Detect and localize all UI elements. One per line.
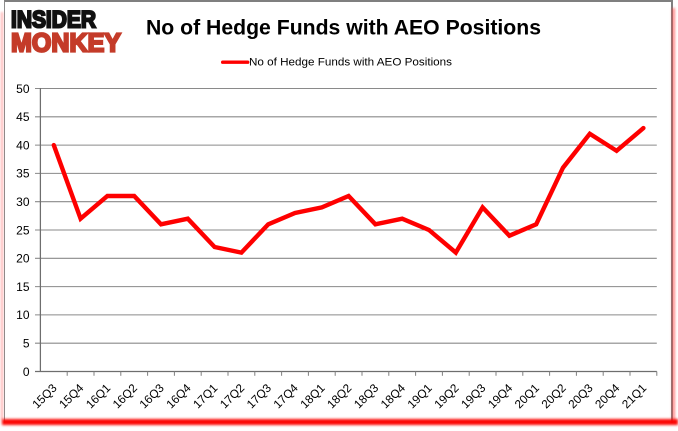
svg-text:5: 5: [23, 337, 30, 351]
svg-text:19Q4: 19Q4: [485, 381, 516, 412]
svg-text:No of Hedge Funds with AEO Pos: No of Hedge Funds with AEO Positions: [249, 57, 453, 69]
svg-text:17Q4: 17Q4: [271, 381, 302, 412]
svg-text:No of Hedge Funds with AEO Pos: No of Hedge Funds with AEO Positions: [146, 15, 541, 39]
svg-text:16Q4: 16Q4: [163, 381, 194, 412]
svg-text:MONKEY: MONKEY: [11, 28, 121, 58]
svg-text:35: 35: [16, 167, 30, 181]
svg-text:17Q1: 17Q1: [190, 381, 220, 411]
svg-text:15: 15: [16, 280, 30, 294]
svg-text:18Q3: 18Q3: [351, 381, 382, 412]
svg-text:20Q2: 20Q2: [539, 381, 569, 411]
svg-text:16Q2: 16Q2: [110, 381, 140, 411]
svg-text:20: 20: [16, 252, 30, 266]
svg-text:45: 45: [16, 110, 30, 124]
svg-text:50: 50: [16, 82, 30, 96]
svg-text:18Q2: 18Q2: [324, 381, 354, 411]
svg-text:30: 30: [16, 195, 30, 209]
svg-text:19Q3: 19Q3: [458, 381, 489, 412]
svg-text:18Q1: 18Q1: [297, 381, 327, 411]
svg-text:18Q4: 18Q4: [378, 381, 409, 412]
svg-text:20Q3: 20Q3: [565, 381, 596, 412]
svg-text:INSIDER: INSIDER: [11, 7, 96, 34]
svg-text:19Q2: 19Q2: [431, 381, 461, 411]
svg-text:17Q3: 17Q3: [244, 381, 275, 412]
svg-text:16Q1: 16Q1: [83, 381, 113, 411]
svg-text:25: 25: [16, 223, 30, 237]
svg-text:40: 40: [16, 138, 30, 152]
svg-text:19Q1: 19Q1: [405, 381, 435, 411]
svg-text:15Q4: 15Q4: [56, 381, 87, 412]
svg-text:20Q4: 20Q4: [592, 381, 623, 412]
svg-text:10: 10: [16, 308, 30, 322]
svg-text:17Q2: 17Q2: [217, 381, 247, 411]
svg-text:16Q3: 16Q3: [137, 381, 168, 412]
svg-text:20Q1: 20Q1: [512, 381, 542, 411]
svg-text:0: 0: [23, 365, 30, 379]
svg-text:15Q3: 15Q3: [29, 381, 60, 412]
svg-text:21Q1: 21Q1: [619, 381, 649, 411]
